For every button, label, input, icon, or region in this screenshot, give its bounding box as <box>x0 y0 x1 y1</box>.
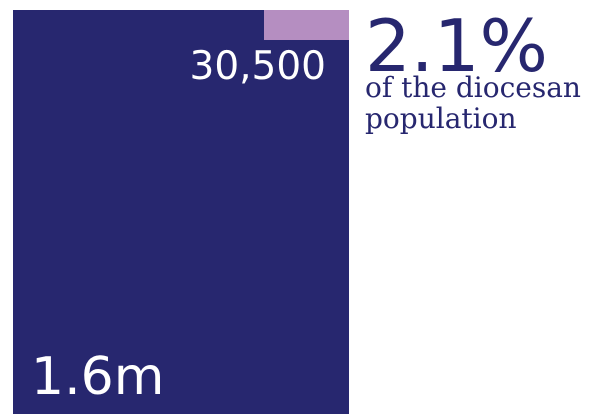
subgroup-value-label: 30,500 <box>189 44 326 89</box>
share-caption-line-1: of the diocesan <box>365 71 581 104</box>
share-percent-label: 2.1% <box>365 4 548 88</box>
share-caption: of the diocesan population <box>365 72 613 135</box>
diocesan-population-square <box>13 10 349 414</box>
share-caption-line-2: population <box>365 102 517 136</box>
subgroup-population-square <box>264 10 349 40</box>
diocesan-population-label: 1.6m <box>31 347 165 407</box>
